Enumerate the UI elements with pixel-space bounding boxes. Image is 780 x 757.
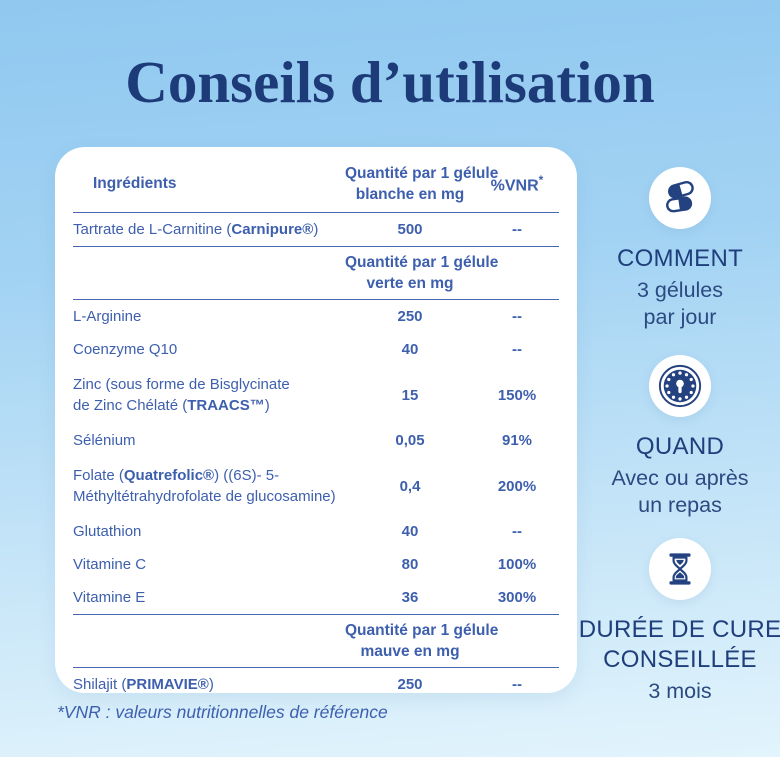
ingredient-row: Folate (Quatrefolic®) ((6S)- 5- Méthylté… [73,457,559,515]
ingredient-quantity: 0,4 [399,477,421,495]
ingredient-vnr: 200% [497,477,537,495]
sidebar-item-duree: DURÉE DE CURE CONSEILLÉE 3 mois [578,538,780,705]
ingredient-name: Coenzyme Q10 [73,341,178,358]
table-subheader-row: Quantité par 1 gélule verte en mg [73,246,559,300]
ingredient-quantity: 80 [401,556,419,573]
ingredient-quantity: 15 [401,386,419,404]
sidebar-item-title: QUAND [635,433,725,460]
ingredient-quantity: 500 [397,221,423,238]
sidebar-item-title: DURÉE DE CURE CONSEILLÉE [578,616,780,673]
vnr-asterisk: * [538,172,544,187]
ingredient-quantity: 40 [401,341,419,358]
sidebar-item-comment: COMMENT 3 gélules par jour [578,167,780,331]
ingredient-vnr: -- [512,341,522,358]
ingredient-row: L-Arginine 250 -- [73,300,559,333]
ingredient-row: Sélénium 0,05 91% [73,424,559,457]
ingredient-row: Vitamine C 80 100% [73,548,559,581]
ingredient-vnr: 100% [497,556,537,573]
hourglass-icon [649,538,711,600]
ingredient-row: Coenzyme Q10 40 -- [73,333,559,366]
ingredient-vnr: -- [512,221,522,238]
sidebar-item-text: Avec ou après un repas [611,466,749,517]
ingredient-vnr: 150% [497,386,537,404]
ingredient-vnr: 300% [497,589,537,606]
clock-icon [649,355,711,417]
ingredient-vnr: -- [512,676,522,693]
ingredient-row: Vitamine E 36 300% [73,581,559,614]
ingredient-row: Shilajit (PRIMAVIE®) 250 -- [73,668,559,701]
ingredient-quantity: 36 [401,589,419,606]
table-header-row: Ingrédients Quantité par 1 gélule blanch… [73,161,559,213]
ingredient-name: Folate (Quatrefolic®) ((6S)- 5- Méthylté… [73,467,336,505]
ingredient-name: Vitamine C [73,556,147,573]
sidebar-item-quand: QUAND Avec ou après un repas [578,355,780,519]
column-header-ingredients: Ingrédients [93,175,177,192]
ingredient-name: Shilajit (PRIMAVIE®) [73,676,214,693]
ingredient-row: Tartrate de L-Carnitine (Carnipure®) 500 -… [73,213,559,246]
ingredient-name: Sélénium [73,432,136,449]
page-title: Conseils d’utilisation [125,49,655,115]
ingredient-name: Glutathion [73,523,142,540]
vnr-footnote: *VNR : valeurs nutritionnelles de référe… [57,702,388,722]
sidebar-item-title: COMMENT [616,245,744,272]
ingredient-vnr: -- [512,523,522,540]
pills-icon [649,167,711,229]
ingredients-table-body: Tartrate de L-Carnitine (Carnipure®) 500 -… [73,213,559,701]
ingredient-row: Glutathion 40 -- [73,515,559,548]
ingredient-name: Tartrate de L-Carnitine (Carnipure®) [73,221,319,238]
ingredient-name: L-Arginine [73,308,142,325]
nutrition-table-card: Ingrédients Quantité par 1 gélule blanch… [55,147,577,693]
ingredient-quantity: 250 [397,676,423,693]
ingredient-vnr: 91% [501,432,533,449]
ingredient-name: Vitamine E [73,589,146,606]
subheader-label: Quantité par 1 gélule verte en mg [345,254,499,292]
table-subheader-row: Quantité par 1 gélule mauve en mg [73,614,559,668]
column-header-vnr: %VNR* [490,172,544,195]
ingredient-quantity: 250 [397,308,423,325]
sidebar-item-text: 3 mois [648,679,712,703]
ingredient-row: Zinc (sous forme de Bisglycinate de Zinc… [73,366,559,424]
subheader-label: Quantité par 1 gélule mauve en mg [345,622,499,660]
sidebar-item-text: 3 gélules par jour [636,278,724,329]
ingredient-quantity: 40 [401,523,419,540]
ingredient-name: Zinc (sous forme de Bisglycinate de Zinc… [73,376,290,414]
ingredient-quantity: 0,05 [395,432,425,449]
column-header-quantity: Quantité par 1 gélule blanche en mg [345,165,499,203]
ingredient-vnr: -- [512,308,522,325]
